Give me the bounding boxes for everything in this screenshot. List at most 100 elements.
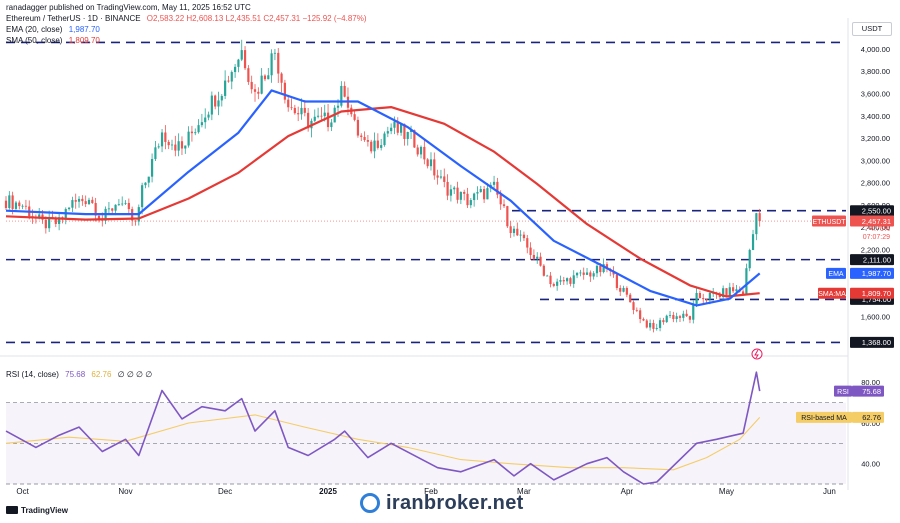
candle-body [77,198,81,202]
rsi-legend: RSI (14, close) 75.68 62.76 ∅ ∅ ∅ ∅ [6,370,152,379]
candle-body [589,272,592,277]
candle-body [250,81,253,90]
candle-body [529,247,532,255]
candle-body [303,107,306,113]
candle-body [585,272,589,275]
candle-body [200,122,203,126]
candle-body [127,202,130,210]
price-tick-label: 3,200.00 [861,134,890,143]
candle-body [662,320,665,323]
currency-button[interactable]: USDT [852,22,892,36]
symbol-legend: Ethereum / TetherUS · 1D · BINANCE O2,58… [6,14,367,23]
candle-body [403,123,406,139]
candle-body [619,287,622,292]
candle-body [559,280,562,282]
sma-legend-value: 1,809.70 [68,36,100,45]
x-tick-label: Dec [218,487,232,496]
candle-body [456,187,459,200]
candle-body [658,320,662,328]
sma-legend: SMA (50, close) 1,809.70 [6,36,100,45]
price-tick-label: 2,200.00 [861,246,890,255]
tradingview-logo[interactable]: TradingView [6,506,68,515]
candle-body [87,199,91,205]
tradingview-text: TradingView [21,506,68,515]
level-price-tag: 1,368.00 [862,338,891,347]
candle-body [237,59,240,67]
candle-body [436,175,439,178]
rsi-tick-label: 40.00 [861,459,880,468]
event-marker-icon [751,348,763,360]
candle-body [409,130,413,132]
candle-body [592,273,595,277]
lightning-icon [754,349,759,359]
candle-body [732,287,735,292]
candle-body [429,159,433,167]
candle-body [419,146,423,155]
candle-body [224,80,227,96]
candle-body [685,313,688,317]
rsi-legend-value: 75.68 [65,370,86,379]
candle-body [632,302,635,310]
candle-body [725,288,728,296]
candle-body [297,113,300,115]
candle-body [519,234,522,236]
candle-body [602,264,605,273]
candle-body [167,141,170,146]
price-tick-label: 3,600.00 [861,90,890,99]
candle-body [217,100,220,107]
candle-body [8,195,11,209]
candle-body [556,281,559,286]
candle-body [67,207,71,210]
ema-name-tag-bg [826,267,846,279]
candle-body [214,95,217,107]
x-tick-label: Feb [424,487,438,496]
candle-body [21,205,24,207]
candle-body [393,121,396,128]
rsi-ma-line [5,414,761,471]
watermark: iranbroker.net [360,492,524,515]
candle-body [483,189,486,200]
candle-body [622,287,625,292]
candle-body [287,99,290,108]
rsi-name-tag: RSI [837,389,849,396]
candle-body [273,52,277,54]
candle-body [227,80,230,82]
rsi-label: RSI (14, close) [6,370,59,379]
price-tick-label: 1,600.00 [861,312,890,321]
sma-price-tag-bg [850,287,894,299]
rsi-ma-name-tag-bg [796,411,852,423]
candle-body [645,320,648,328]
candle-body [396,121,399,133]
candle-body [473,193,476,201]
candle-body [356,119,360,136]
candle-body [380,145,383,148]
candle-body [423,146,426,160]
candle-body [253,89,257,92]
candle-body [233,66,237,73]
ema-price-tag-bg [850,267,894,279]
candle-body [24,205,28,207]
rsi-ma-legend-value: 62.76 [91,370,112,379]
candle-body [323,112,326,117]
tradingview-icon [6,506,18,514]
candle-body [562,280,565,282]
sma-label: SMA (50, close) [6,36,63,45]
broker-logo-icon [360,493,380,513]
candle-body [220,95,223,101]
candle-body [247,68,250,82]
candle-body [326,112,330,128]
rsi-ma-name-tag: RSI-based MA [801,415,847,422]
x-tick-label: Jun [823,487,836,496]
last-change-label: −4.76% [866,226,890,233]
candle-body [144,182,147,186]
rsi-name-tag-bg [834,385,852,397]
candle-body [204,117,207,123]
x-tick-label: Oct [16,487,29,496]
countdown-label: 07:07:29 [863,234,890,241]
candle-body [496,181,499,195]
price-tick-label: 3,800.00 [861,67,890,76]
candle-body [74,200,77,202]
candle-body [290,107,293,109]
candle-body [492,181,496,185]
candle-body [692,304,695,320]
